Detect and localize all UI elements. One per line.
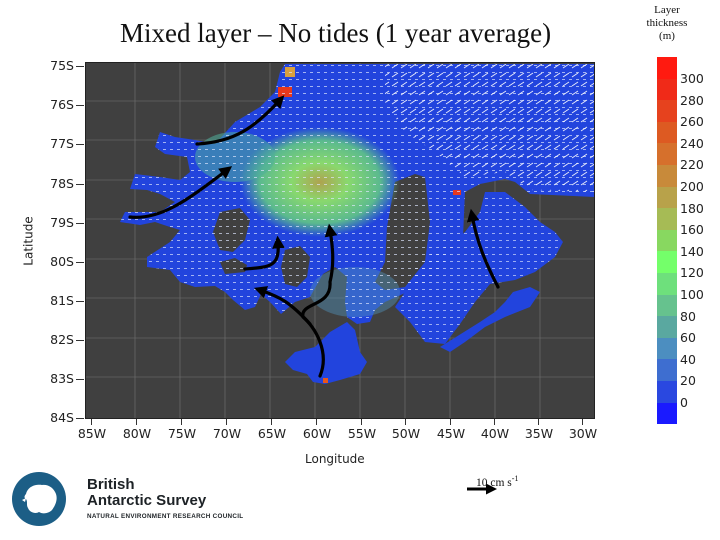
colorbar-title-line: (m) (659, 30, 675, 42)
y-tick-label: 79S (50, 215, 74, 230)
x-tick-label: 45W (436, 426, 466, 441)
x-tick-mark (316, 419, 317, 425)
y-tick-label: 84S (50, 410, 74, 425)
x-tick-mark (181, 419, 182, 425)
x-tick-label: 50W (391, 426, 421, 441)
y-tick-mark (76, 223, 84, 224)
colorbar-label: 160 (680, 222, 704, 237)
x-tick-label: 40W (480, 426, 510, 441)
y-tick-mark (76, 262, 84, 263)
y-tick-mark (76, 418, 84, 419)
x-tick-mark (271, 419, 272, 425)
logo-text-line1: British (87, 476, 135, 493)
colorbar-band (657, 229, 677, 252)
y-tick-label: 80S (50, 254, 74, 269)
y-tick-label: 77S (50, 136, 74, 151)
x-tick-mark (136, 419, 137, 425)
colorbar-label: 80 (680, 309, 696, 324)
vector-scale-exponent: -1 (511, 474, 519, 483)
colorbar-label: 0 (680, 395, 688, 410)
colorbar-band (657, 380, 677, 403)
bas-logo: British Antarctic Survey NATURAL ENVIRON… (12, 472, 262, 528)
colorbar-band (657, 78, 677, 101)
x-tick-mark (538, 419, 539, 425)
x-tick-mark (405, 419, 406, 425)
y-tick-label: 75S (50, 58, 74, 73)
x-tick-mark (582, 419, 583, 425)
colorbar-band (657, 186, 677, 209)
colorbar-label: 240 (680, 136, 704, 151)
colorbar-band (657, 208, 677, 230)
colorbar-label: 60 (680, 330, 696, 345)
colorbar-label: 120 (680, 265, 704, 280)
colorbar-band (657, 337, 677, 360)
x-tick-label: 65W (257, 426, 287, 441)
colorbar-label: 200 (680, 179, 704, 194)
colorbar-label: 100 (680, 287, 704, 302)
y-tick-mark (76, 301, 84, 302)
x-tick-label: 70W (212, 426, 242, 441)
colorbar-label: 40 (680, 352, 696, 367)
x-tick-label: 85W (77, 426, 107, 441)
x-tick-mark (226, 419, 227, 425)
logo-text-line3: NATURAL ENVIRONMENT RESEARCH COUNCIL (87, 513, 244, 520)
y-tick-label: 81S (50, 293, 74, 308)
colorbar-band (657, 121, 677, 144)
colorbar-band (657, 251, 677, 273)
vector-scale-text: 10 cm s (476, 476, 512, 489)
x-tick-label: 30W (568, 426, 598, 441)
colorbar-title-line: thickness (646, 17, 688, 29)
chart-title: Mixed layer – No tides (1 year average) (120, 18, 552, 48)
x-tick-label: 75W (167, 426, 197, 441)
x-tick-label: 55W (347, 426, 377, 441)
y-tick-label: 82S (50, 332, 74, 347)
colorbar-band (657, 316, 677, 338)
x-tick-label: 80W (122, 426, 152, 441)
x-tick-label: 35W (524, 426, 554, 441)
vector-scale-label: 10 cm s-1 (476, 474, 518, 489)
colorbar-band (657, 359, 677, 381)
colorbar-label: 260 (680, 114, 704, 129)
x-tick-label: 60W (302, 426, 332, 441)
colorbar-band (657, 294, 677, 317)
y-tick-mark (76, 105, 84, 106)
y-tick-mark (76, 379, 84, 380)
y-tick-mark (76, 144, 84, 145)
colorbar-label: 180 (680, 201, 704, 216)
y-axis-label: Latitude (21, 216, 36, 266)
map-plot-area (85, 62, 595, 419)
colorbar-label: 140 (680, 244, 704, 259)
y-tick-mark (76, 340, 84, 341)
colorbar-band (657, 272, 677, 295)
colorbar-label: 20 (680, 373, 696, 388)
colorbar-band (657, 143, 677, 165)
y-tick-label: 78S (50, 176, 74, 191)
colorbar-band (657, 100, 677, 122)
colorbar-band (657, 57, 677, 79)
logo-text-line2: Antarctic Survey (87, 492, 207, 509)
colorbar-label: 220 (680, 157, 704, 172)
y-tick-label: 76S (50, 97, 74, 112)
colorbar-band (657, 402, 677, 425)
colorbar (657, 57, 677, 425)
y-tick-mark (76, 66, 84, 67)
y-tick-mark (76, 184, 84, 185)
antarctica-globe-icon (12, 472, 66, 526)
map-canvas (85, 62, 595, 419)
x-tick-mark (450, 419, 451, 425)
colorbar-title-line: Layer (654, 4, 680, 16)
y-tick-label: 83S (50, 371, 74, 386)
x-tick-mark (494, 419, 495, 425)
colorbar-title: Layer thickness (m) (636, 4, 698, 43)
x-tick-mark (91, 419, 92, 425)
colorbar-label: 280 (680, 93, 704, 108)
vector-scale-arrow-icon (467, 483, 497, 495)
x-tick-mark (361, 419, 362, 425)
x-axis-label: Longitude (305, 452, 365, 466)
colorbar-label: 300 (680, 71, 704, 86)
colorbar-band (657, 164, 677, 187)
